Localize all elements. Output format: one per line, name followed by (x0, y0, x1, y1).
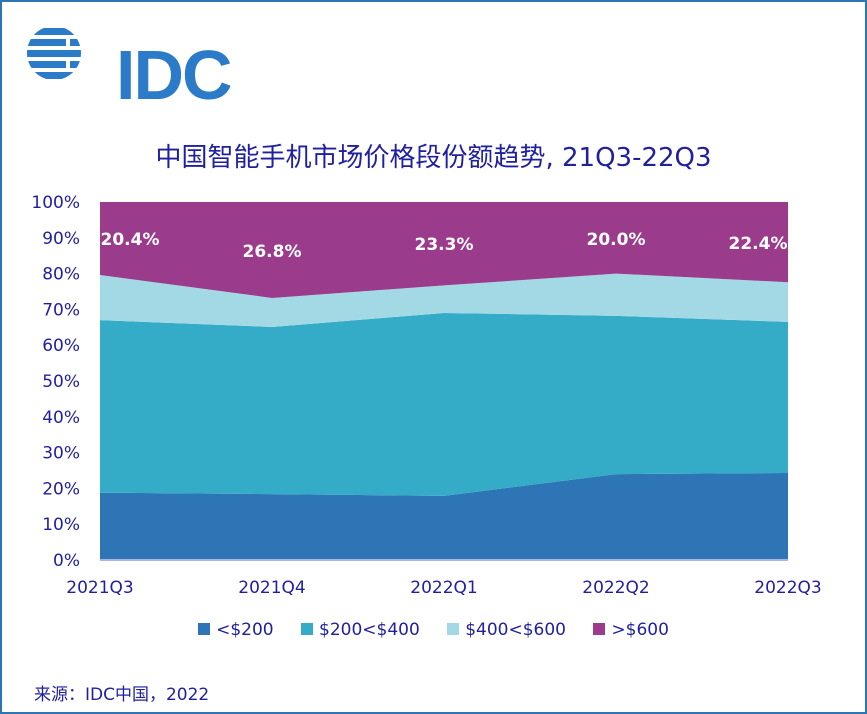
y-tick-label: 20% (42, 479, 80, 499)
data-label: 20.4% (101, 230, 160, 250)
x-tick-label: 2021Q3 (66, 578, 133, 598)
idc-globe-icon (27, 28, 81, 79)
legend-swatch (593, 623, 606, 635)
legend-item-200-400: $200<$400 (301, 620, 420, 640)
y-tick-label: 30% (42, 444, 80, 464)
y-tick-label: 60% (42, 336, 80, 356)
legend-label: >$600 (611, 620, 669, 640)
legend-label: $400<$600 (465, 620, 566, 640)
x-tick-label: 2022Q1 (410, 578, 477, 598)
legend-item-lt200: <$200 (198, 620, 274, 640)
y-tick-label: 70% (42, 300, 80, 320)
legend-label: <$200 (216, 620, 274, 640)
legend-swatch (198, 623, 211, 635)
source-note: 来源：IDC中国，2022 (34, 685, 210, 705)
area-series-3 (100, 202, 788, 298)
area-series-2 (100, 273, 788, 327)
area-series-1 (100, 312, 788, 496)
legend-swatch (301, 623, 314, 635)
legend-item-400-600: $400<$600 (447, 620, 566, 640)
legend-item-gt600: >$600 (593, 620, 669, 640)
x-tick-label: 2021Q4 (238, 578, 305, 598)
chart-title: 中国智能手机市场价格段份额趋势, 21Q3-22Q3 (155, 143, 712, 173)
y-tick-label: 0% (53, 551, 80, 571)
y-tick-label: 80% (42, 265, 80, 285)
y-tick-label: 90% (42, 229, 80, 249)
logo-text: IDC (116, 36, 233, 114)
x-tick-label: 2022Q3 (754, 578, 821, 598)
y-tick-label: 40% (42, 408, 80, 428)
y-tick-label: 10% (42, 515, 80, 535)
data-label: 23.3% (415, 235, 474, 255)
data-label: 26.8% (243, 242, 302, 262)
legend-label: $200<$400 (319, 620, 420, 640)
y-tick-label: 100% (31, 193, 80, 213)
x-tick-label: 2022Q2 (582, 578, 649, 598)
y-tick-label: 50% (42, 372, 80, 392)
area-series-0 (100, 473, 788, 560)
legend: <$200 $200<$400 $400<$600 >$600 (0, 620, 867, 640)
data-label: 20.0% (587, 230, 646, 250)
legend-swatch (447, 623, 460, 635)
data-label: 22.4% (729, 234, 788, 254)
